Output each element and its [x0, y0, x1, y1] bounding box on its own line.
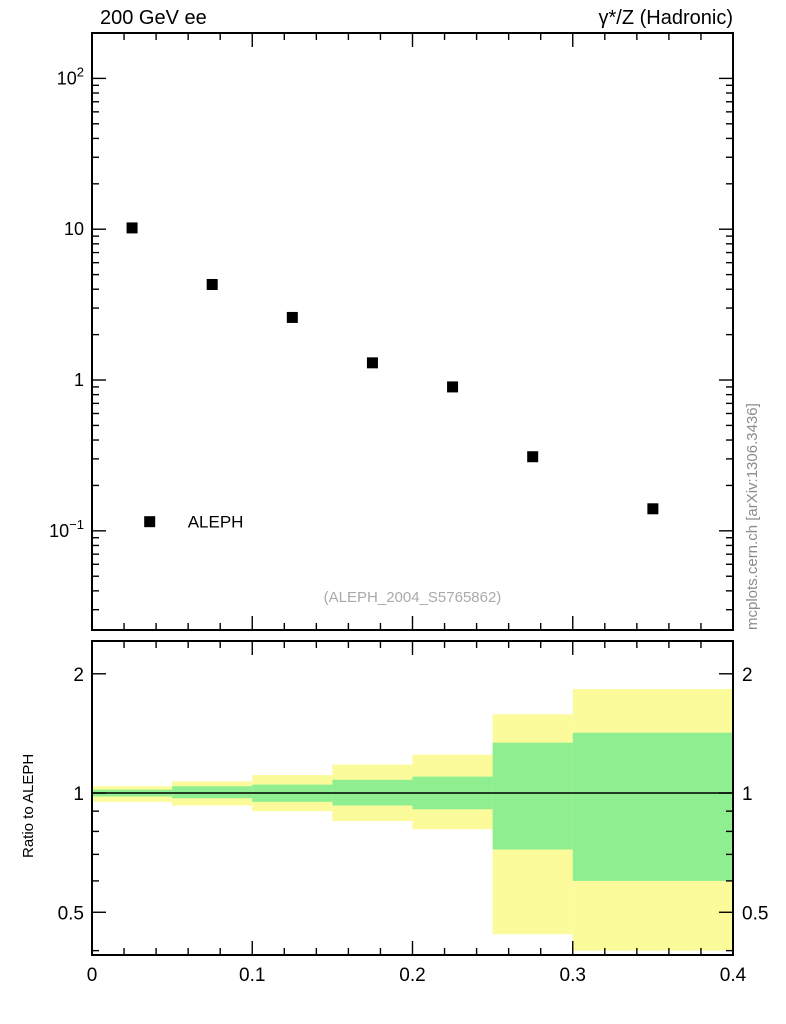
ratio-tick-label-left: 0.5 — [58, 903, 84, 924]
uncertainty-band-inner — [492, 742, 573, 850]
uncertainty-band-inner — [572, 732, 733, 881]
ratio-tick-label-right: 1 — [742, 784, 753, 805]
x-tick-label: 0 — [87, 965, 98, 986]
legend-label: ALEPH — [188, 513, 244, 532]
x-tick-label: 0.1 — [239, 965, 265, 986]
x-tick-label: 0.2 — [399, 965, 425, 986]
data-point — [647, 503, 659, 515]
axis-tick-labels: 102 10 1 10−1 2 2 1 1 0.5 0.5 0 0.1 0.2 0.3 0.4 — [49, 64, 768, 986]
ratio-tick-label-right: 2 — [742, 665, 753, 686]
uncertainty-band-inner — [172, 786, 253, 799]
legend-marker — [144, 516, 156, 528]
panel-frame — [91, 32, 734, 631]
data-series — [126, 222, 659, 515]
data-point — [126, 222, 138, 234]
axes-frame-and-ticks — [91, 32, 734, 956]
x-tick-label: 0.4 — [720, 965, 747, 986]
ratio-bands — [92, 689, 733, 951]
y-tick-label: 10 — [64, 219, 84, 239]
y-tick-label: 10−1 — [49, 517, 84, 541]
plot-title-right: γ*/Z (Hadronic) — [598, 7, 733, 29]
legend: ALEPH — [144, 513, 243, 532]
analysis-watermark: (ALEPH_2004_S5765862) — [323, 589, 502, 606]
data-point — [447, 381, 459, 393]
data-point — [286, 311, 298, 323]
data-point — [527, 451, 539, 463]
data-point — [366, 357, 378, 369]
ratio-tick-label-right: 0.5 — [742, 903, 768, 924]
data-point — [206, 278, 218, 290]
ratio-tick-label-left: 1 — [73, 784, 84, 805]
x-tick-label: 0.3 — [560, 965, 586, 986]
ratio-tick-label-left: 2 — [73, 665, 84, 686]
y-tick-label: 1 — [74, 370, 84, 390]
y-tick-label: 102 — [57, 64, 84, 88]
plot-title-left: 200 GeV ee — [100, 7, 207, 29]
